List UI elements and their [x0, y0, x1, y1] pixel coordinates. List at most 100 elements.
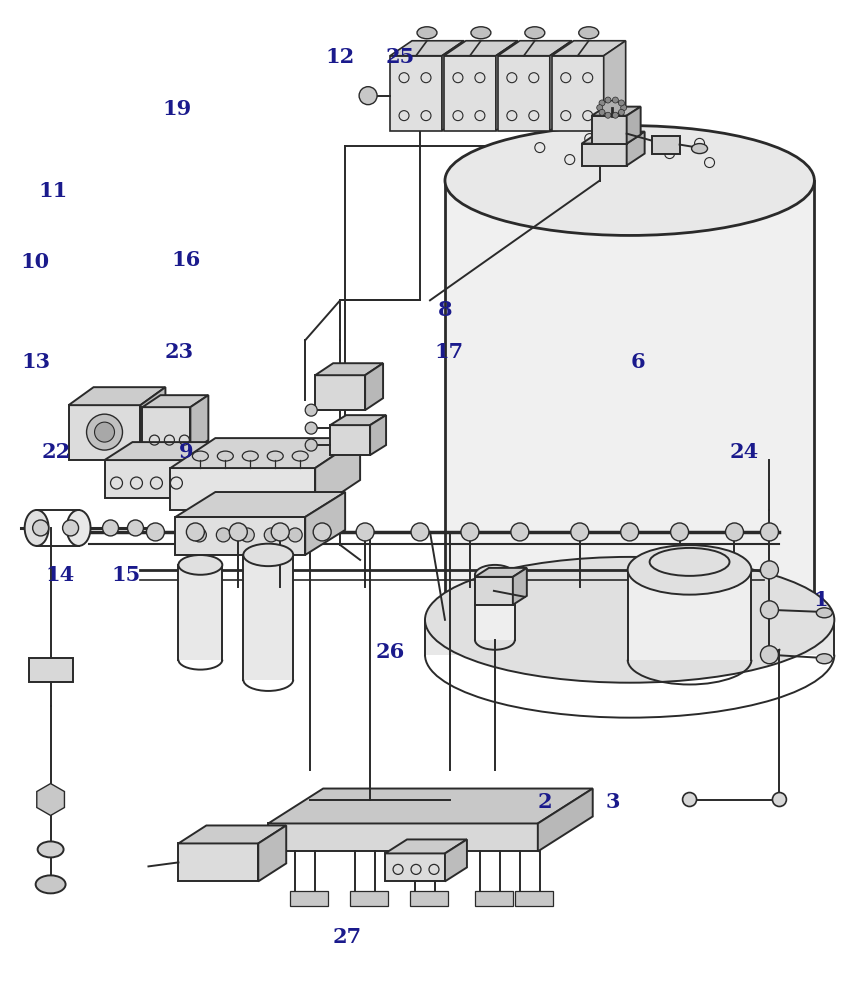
Polygon shape — [370, 415, 386, 455]
Circle shape — [146, 523, 164, 541]
Polygon shape — [498, 41, 572, 56]
Text: 3: 3 — [605, 792, 620, 812]
Circle shape — [411, 523, 429, 541]
Text: 13: 13 — [22, 352, 51, 372]
Polygon shape — [513, 568, 527, 605]
Text: 16: 16 — [171, 250, 201, 270]
Circle shape — [229, 523, 248, 541]
Bar — [410, 891, 448, 906]
Polygon shape — [626, 132, 645, 166]
Bar — [350, 891, 388, 906]
Text: 19: 19 — [163, 99, 192, 119]
Circle shape — [306, 439, 317, 451]
Circle shape — [671, 523, 688, 541]
Circle shape — [186, 523, 204, 541]
Polygon shape — [268, 823, 538, 851]
Polygon shape — [170, 468, 315, 510]
Polygon shape — [390, 41, 464, 56]
Circle shape — [265, 528, 278, 542]
Ellipse shape — [816, 608, 832, 618]
Polygon shape — [37, 784, 65, 815]
Polygon shape — [538, 789, 593, 851]
Circle shape — [356, 523, 374, 541]
Polygon shape — [315, 438, 360, 510]
Polygon shape — [69, 405, 140, 460]
Bar — [515, 891, 553, 906]
Ellipse shape — [816, 654, 832, 664]
Circle shape — [461, 523, 479, 541]
Polygon shape — [142, 407, 191, 452]
Circle shape — [359, 87, 377, 105]
Polygon shape — [444, 56, 496, 131]
Circle shape — [613, 97, 619, 103]
Bar — [475, 891, 513, 906]
Ellipse shape — [66, 510, 90, 546]
Circle shape — [216, 528, 231, 542]
Circle shape — [192, 528, 206, 542]
Bar — [290, 891, 328, 906]
Polygon shape — [390, 56, 442, 131]
Ellipse shape — [425, 557, 834, 683]
Circle shape — [313, 523, 331, 541]
Polygon shape — [551, 56, 603, 131]
Polygon shape — [315, 375, 365, 410]
Polygon shape — [179, 565, 222, 660]
Text: 9: 9 — [179, 442, 193, 462]
Ellipse shape — [267, 451, 283, 461]
Polygon shape — [425, 620, 834, 655]
Circle shape — [605, 112, 611, 118]
Polygon shape — [445, 839, 467, 881]
Bar — [652, 136, 680, 154]
Circle shape — [306, 422, 317, 434]
Circle shape — [761, 601, 779, 619]
Circle shape — [619, 109, 625, 115]
Polygon shape — [179, 843, 258, 881]
Ellipse shape — [525, 27, 545, 39]
Circle shape — [102, 520, 118, 536]
Polygon shape — [445, 181, 814, 620]
Circle shape — [306, 404, 317, 416]
Text: 22: 22 — [42, 442, 71, 462]
Ellipse shape — [217, 451, 233, 461]
Circle shape — [761, 523, 779, 541]
Polygon shape — [191, 395, 208, 452]
Ellipse shape — [292, 451, 308, 461]
Circle shape — [63, 520, 78, 536]
Circle shape — [571, 523, 589, 541]
Circle shape — [726, 523, 744, 541]
Polygon shape — [306, 492, 346, 555]
Circle shape — [94, 422, 115, 442]
Polygon shape — [591, 107, 641, 116]
Circle shape — [511, 523, 528, 541]
Ellipse shape — [471, 27, 491, 39]
Text: 17: 17 — [435, 342, 464, 362]
Polygon shape — [268, 789, 593, 823]
Circle shape — [620, 105, 626, 111]
Polygon shape — [591, 116, 626, 144]
Polygon shape — [175, 517, 306, 555]
Polygon shape — [498, 56, 550, 131]
Circle shape — [683, 793, 697, 806]
Polygon shape — [626, 107, 641, 144]
Polygon shape — [105, 442, 222, 460]
Ellipse shape — [192, 451, 208, 461]
Text: 8: 8 — [437, 300, 452, 320]
Polygon shape — [551, 41, 625, 56]
Circle shape — [240, 528, 254, 542]
Text: 10: 10 — [20, 252, 49, 272]
Ellipse shape — [179, 555, 222, 575]
Polygon shape — [330, 425, 370, 455]
Polygon shape — [330, 415, 386, 425]
Polygon shape — [475, 568, 527, 577]
Polygon shape — [69, 387, 165, 405]
Ellipse shape — [692, 144, 707, 154]
Polygon shape — [385, 853, 445, 881]
Polygon shape — [140, 387, 165, 460]
Ellipse shape — [243, 451, 258, 461]
Circle shape — [87, 414, 123, 450]
Ellipse shape — [628, 545, 751, 595]
Circle shape — [599, 109, 605, 115]
Polygon shape — [475, 575, 515, 640]
Text: 26: 26 — [375, 642, 404, 662]
Circle shape — [761, 646, 779, 664]
